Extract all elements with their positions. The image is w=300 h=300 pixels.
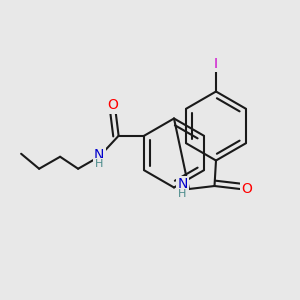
Text: I: I	[214, 57, 218, 70]
Text: O: O	[107, 98, 118, 112]
Text: N: N	[177, 178, 188, 191]
Text: N: N	[94, 148, 104, 162]
Text: H: H	[95, 159, 103, 169]
Text: O: O	[241, 182, 252, 196]
Text: H: H	[178, 189, 187, 200]
